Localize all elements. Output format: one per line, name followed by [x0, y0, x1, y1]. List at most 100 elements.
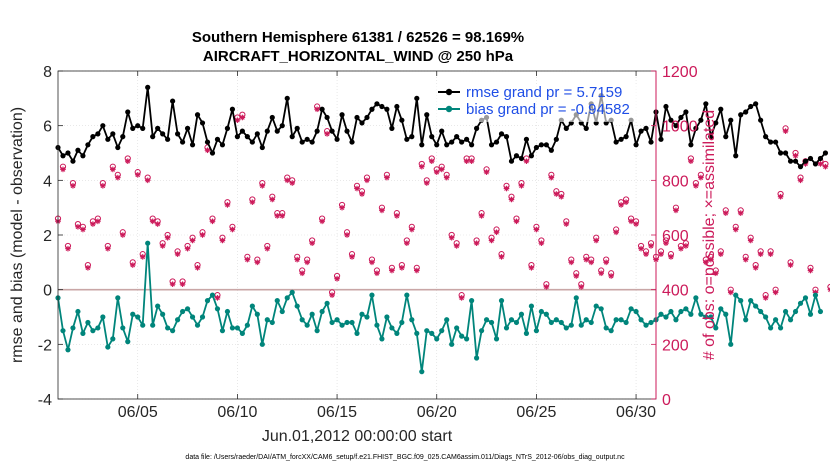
rmse-point — [319, 106, 325, 112]
obs-assimilated-stroke — [668, 254, 674, 260]
y-tick-label-right: 0 — [662, 392, 671, 409]
rmse-point — [394, 103, 400, 110]
bias-point — [160, 311, 166, 317]
obs-assimilated-stroke — [399, 265, 405, 271]
bias-point — [384, 314, 390, 320]
rmse-point — [429, 134, 435, 140]
obs-assimilated-point — [817, 161, 824, 167]
obs-assimilated-point — [124, 158, 131, 164]
obs-assimilated-point — [414, 267, 420, 274]
bias-point — [359, 311, 365, 317]
obs-assimilated-stroke — [663, 240, 669, 246]
obs-assimilated-point — [294, 256, 300, 263]
obs-assimilated-point — [488, 237, 495, 244]
obs-assimilated-point — [244, 256, 251, 263]
obs-assimilated-stroke — [419, 164, 425, 170]
obs-assimilated-stroke — [768, 251, 773, 257]
obs-assimilated-stroke — [250, 199, 255, 205]
obs-assimilated-point — [518, 183, 525, 189]
bias-point — [199, 314, 206, 320]
bias-point — [474, 355, 480, 361]
obs-assimilated-point — [792, 152, 799, 159]
obs-assimilated-stroke — [474, 240, 479, 246]
y-axis-label-left: rmse and bias (model - observation) — [9, 107, 26, 363]
obs-assimilated-point — [119, 232, 126, 238]
y-tick-label-right: 1000 — [662, 119, 698, 136]
rmse-point — [488, 142, 495, 148]
obs-assimilated-point — [264, 245, 271, 252]
bias-point — [723, 311, 729, 317]
obs-assimilated-point — [708, 256, 714, 263]
obs-assimilated-stroke — [235, 117, 240, 123]
bias-point — [703, 314, 709, 320]
rmse-point — [713, 120, 719, 126]
obs-assimilated-point — [448, 234, 455, 241]
rmse-point — [668, 117, 674, 123]
obs-assimilated-point — [189, 237, 196, 244]
obs-assimilated-point — [364, 177, 370, 184]
bias-point — [648, 319, 654, 326]
obs-assimilated-point — [678, 245, 684, 252]
bias-point — [269, 319, 275, 326]
legend-rmse-marker — [445, 88, 453, 96]
rmse-point — [85, 142, 91, 148]
rmse-point — [179, 139, 186, 145]
bias-point — [768, 325, 774, 331]
obs-assimilated-point — [105, 245, 111, 252]
obs-assimilated-stroke — [828, 289, 830, 293]
bias-point — [175, 317, 181, 323]
bias-point — [319, 308, 325, 315]
obs-assimilated-point — [259, 183, 266, 189]
rmse-point — [503, 134, 510, 140]
obs-assimilated-stroke — [80, 227, 86, 232]
obs-assimilated-point — [369, 259, 375, 266]
bias-point — [578, 322, 584, 328]
bias-point — [718, 306, 724, 312]
obs-assimilated-point — [134, 172, 141, 178]
obs-assimilated-point — [458, 295, 465, 301]
obs-assimilated-stroke — [788, 262, 793, 268]
chart-title-line2: AIRCRAFT_HORIZONTAL_WIND @ 250 hPa — [203, 48, 514, 65]
obs-assimilated-stroke — [299, 270, 305, 276]
y-tick-label-right: 800 — [662, 173, 689, 190]
rmse-point — [518, 155, 525, 162]
obs-assimilated-stroke — [823, 164, 828, 170]
y-tick-label-left: 8 — [43, 64, 52, 81]
bias-point — [628, 306, 634, 312]
rmse-point — [777, 150, 784, 156]
rmse-point — [229, 106, 236, 112]
bias-point — [678, 308, 684, 315]
obs-assimilated-stroke — [628, 218, 634, 224]
obs-assimilated-point — [144, 177, 151, 184]
obs-assimilated-stroke — [578, 284, 584, 290]
obs-assimilated-point — [139, 254, 146, 260]
rmse-point — [618, 136, 624, 142]
obs-assimilated-stroke — [404, 240, 410, 246]
obs-assimilated-point — [224, 202, 231, 208]
rmse-point — [409, 134, 415, 140]
rmse-point — [698, 117, 704, 123]
bias-point — [613, 317, 619, 323]
obs-assimilated-stroke — [494, 229, 499, 235]
rmse-point — [718, 106, 724, 112]
x-tick-label: 06/20 — [417, 404, 457, 421]
obs-assimilated-point — [309, 240, 315, 246]
rmse-point — [444, 142, 450, 148]
rmse-point — [449, 139, 455, 145]
y-tick-label-left: 6 — [43, 119, 52, 136]
obs-assimilated-point — [538, 240, 545, 246]
rmse-point — [145, 84, 151, 90]
rmse-point — [160, 131, 166, 137]
obs-assimilated-stroke — [693, 183, 699, 189]
obs-assimilated-stroke — [633, 221, 639, 227]
obs-assimilated-stroke — [613, 229, 619, 235]
bias-point — [140, 322, 146, 328]
rmse-point — [65, 150, 71, 156]
bias-point — [294, 303, 300, 309]
obs-assimilated-stroke — [349, 254, 355, 260]
obs-assimilated-stroke — [379, 208, 385, 213]
obs-assimilated-point — [747, 237, 754, 244]
bias-point — [478, 328, 485, 334]
obs-assimilated-stroke — [439, 167, 445, 172]
